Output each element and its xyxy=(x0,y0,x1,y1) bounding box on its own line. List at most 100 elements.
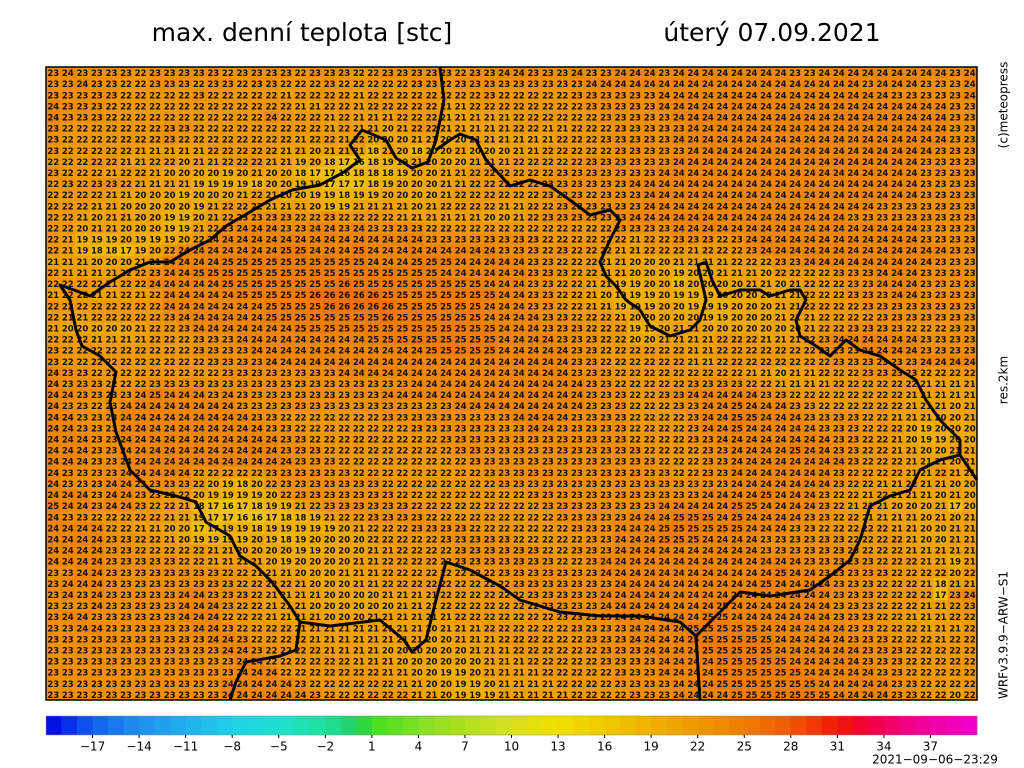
cell-shade xyxy=(686,100,702,112)
cell-value: 23 xyxy=(586,402,598,412)
cell-value: 22 xyxy=(644,436,656,446)
cell-value: 22 xyxy=(571,147,583,157)
cell-value: 23 xyxy=(164,136,176,146)
cell-value: 22 xyxy=(47,225,59,235)
cell-value: 24 xyxy=(149,402,161,412)
cell-value: 23 xyxy=(964,313,976,323)
cell-value: 23 xyxy=(862,324,874,334)
cell-value: 23 xyxy=(62,369,74,379)
cell-value: 24 xyxy=(804,102,816,112)
cell-value: 20 xyxy=(411,202,423,212)
cell-value: 22 xyxy=(135,136,147,146)
cell-value: 19 xyxy=(164,213,176,223)
cell-value: 24 xyxy=(236,225,248,235)
cell-value: 23 xyxy=(266,380,278,390)
cell-value: 22 xyxy=(309,136,321,146)
cell-value: 24 xyxy=(135,424,147,434)
cell-value: 21 xyxy=(382,202,394,212)
cell-value: 22 xyxy=(251,102,263,112)
cell-shade xyxy=(453,78,469,90)
cell-shade xyxy=(686,67,702,79)
cell-shade xyxy=(947,166,963,179)
cell-value: 21 xyxy=(906,458,918,468)
cell-value: 23 xyxy=(847,213,859,223)
cell-value: 24 xyxy=(760,225,772,235)
cell-shade xyxy=(351,166,367,179)
cell-value: 21 xyxy=(746,269,758,279)
cell-value: 23 xyxy=(484,413,496,423)
cell-value: 24 xyxy=(266,436,278,446)
cell-value: 23 xyxy=(411,413,423,423)
cell-shade xyxy=(729,144,745,157)
cell-value: 24 xyxy=(673,113,685,123)
cell-shade xyxy=(802,166,818,179)
cell-value: 21 xyxy=(135,324,147,334)
cell-value: 23 xyxy=(600,447,612,457)
cell-value: 24 xyxy=(804,147,816,157)
cell-value: 21 xyxy=(469,125,481,135)
cell-value: 24 xyxy=(236,458,248,468)
cell-value: 24 xyxy=(644,202,656,212)
cell-value: 23 xyxy=(426,69,438,79)
cell-shade xyxy=(46,100,62,112)
cell-shade xyxy=(526,166,542,179)
cell-value: 22 xyxy=(571,102,583,112)
cell-value: 25 xyxy=(484,347,496,357)
cell-value: 24 xyxy=(920,69,932,79)
cell-shade xyxy=(60,100,76,112)
cell-shade xyxy=(75,178,91,190)
cell-value: 22 xyxy=(120,136,132,146)
cell-value: 24 xyxy=(164,436,176,446)
cell-value: 24 xyxy=(891,80,903,90)
cell-value: 24 xyxy=(891,336,903,346)
cell-value: 20 xyxy=(498,147,510,157)
cell-shade xyxy=(453,67,469,79)
cell-value: 22 xyxy=(833,491,845,501)
cell-value: 23 xyxy=(949,202,961,212)
cell-shade xyxy=(162,67,178,79)
cell-value: 22 xyxy=(484,225,496,235)
cell-value: 24 xyxy=(847,69,859,79)
cell-value: 24 xyxy=(833,125,845,135)
cell-value: 23 xyxy=(920,202,932,212)
cell-shade xyxy=(409,111,425,124)
cell-shade xyxy=(366,89,382,101)
cell-value: 25 xyxy=(382,269,394,279)
cell-value: 20 xyxy=(135,225,147,235)
cell-value: 21 xyxy=(804,369,816,379)
cell-shade xyxy=(104,155,120,168)
cell-value: 23 xyxy=(906,213,918,223)
cell-value: 22 xyxy=(236,469,248,479)
cell-value: 22 xyxy=(62,358,74,368)
cell-value: 24 xyxy=(280,236,292,246)
cell-value: 26 xyxy=(367,291,379,301)
cell-value: 25 xyxy=(222,258,234,268)
cell-value: 23 xyxy=(920,236,932,246)
cell-value: 24 xyxy=(906,269,918,279)
cell-value: 23 xyxy=(91,413,103,423)
cell-shade xyxy=(700,155,716,168)
cell-value: 23 xyxy=(804,402,816,412)
cell-shade xyxy=(424,78,440,90)
cell-value: 22 xyxy=(804,358,816,368)
cell-value: 23 xyxy=(498,236,510,246)
cell-value: 22 xyxy=(615,236,627,246)
cell-value: 19 xyxy=(193,202,205,212)
cell-shade xyxy=(802,122,818,135)
cell-value: 22 xyxy=(615,380,627,390)
cell-value: 23 xyxy=(615,402,627,412)
cell-value: 22 xyxy=(411,480,423,490)
cell-value: 22 xyxy=(426,491,438,501)
cell-value: 23 xyxy=(469,69,481,79)
cell-shade xyxy=(46,155,62,168)
cell-value: 19 xyxy=(673,269,685,279)
cell-value: 22 xyxy=(251,91,263,101)
cell-value: 23 xyxy=(295,225,307,235)
cell-value: 23 xyxy=(949,225,961,235)
cell-value: 23 xyxy=(600,113,612,123)
cell-value: 21 xyxy=(280,91,292,101)
cell-value: 20 xyxy=(91,324,103,334)
cell-value: 21 xyxy=(309,102,321,112)
cell-value: 24 xyxy=(193,402,205,412)
cell-value: 23 xyxy=(920,213,932,223)
